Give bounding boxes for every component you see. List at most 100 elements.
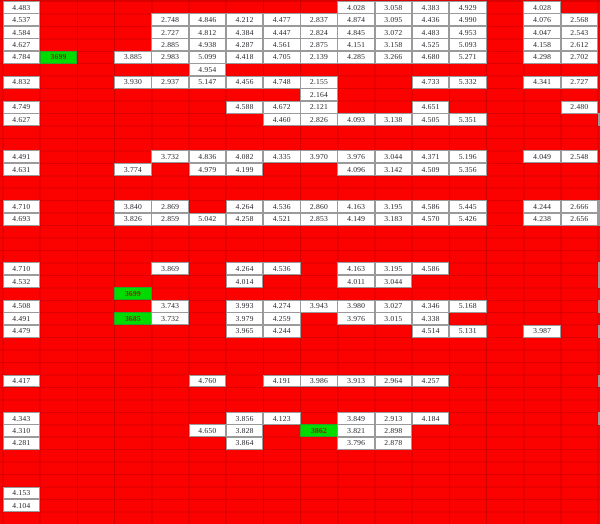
grid-cell[interactable]: 4.153 <box>2 486 41 500</box>
grid-cell[interactable]: 4.627 <box>2 113 41 126</box>
grid-cell[interactable]: 4.417 <box>2 374 41 388</box>
grid-cell[interactable]: 4.693 <box>2 212 41 226</box>
grid-cell[interactable]: 4.514 <box>411 324 450 338</box>
grid-cell[interactable]: 4.532 <box>2 274 41 288</box>
grid-cell[interactable]: 3.072 <box>374 25 413 39</box>
grid-cell[interactable]: 3.732 <box>151 312 189 326</box>
highlighted-cell[interactable]: 3685 <box>114 312 152 326</box>
grid-cell[interactable]: 3.821 <box>337 424 375 438</box>
grid-cell[interactable]: 4.938 <box>188 38 227 52</box>
grid-cell[interactable]: 3.095 <box>374 13 413 27</box>
grid-cell[interactable]: 5.351 <box>448 113 487 126</box>
grid-cell[interactable]: 2.824 <box>300 25 338 39</box>
grid-cell[interactable]: 3.979 <box>225 312 264 326</box>
grid-cell[interactable]: 4.163 <box>337 262 375 276</box>
grid-cell[interactable]: 4.028 <box>523 1 561 14</box>
grid-cell[interactable]: 2.727 <box>151 25 189 39</box>
grid-cell[interactable]: 4.274 <box>262 299 301 313</box>
grid-cell[interactable]: 4.184 <box>411 411 450 425</box>
grid-cell[interactable]: 4.436 <box>411 13 450 27</box>
grid-cell[interactable]: 5.426 <box>448 212 487 226</box>
grid-cell[interactable]: 2.983 <box>151 50 189 64</box>
highlighted-cell[interactable]: 3862 <box>300 424 338 438</box>
grid-cell[interactable]: 4.846 <box>188 13 227 27</box>
grid-cell[interactable]: 2.964 <box>374 374 413 388</box>
grid-cell[interactable]: 3.138 <box>374 113 413 126</box>
grid-cell[interactable]: 4.456 <box>225 75 264 89</box>
grid-cell[interactable]: 2.875 <box>300 38 338 52</box>
grid-cell[interactable]: 3.058 <box>374 1 413 14</box>
grid-cell[interactable]: 2.548 <box>560 150 599 164</box>
grid-cell[interactable]: 4.845 <box>337 25 375 39</box>
grid-cell[interactable]: 4.586 <box>411 200 450 214</box>
grid-cell[interactable]: 5.099 <box>188 50 227 64</box>
grid-cell[interactable]: 3.195 <box>374 200 413 214</box>
grid-cell[interactable]: 3.980 <box>337 299 375 313</box>
grid-cell[interactable]: 3.828 <box>225 424 264 438</box>
grid-cell[interactable]: 4.447 <box>262 25 301 39</box>
grid-cell[interactable]: 3.044 <box>374 150 413 164</box>
grid-cell[interactable]: 4.812 <box>188 25 227 39</box>
grid-cell[interactable]: 4.199 <box>225 162 264 176</box>
grid-cell[interactable]: 2.860 <box>300 200 338 214</box>
grid-cell[interactable]: 4.158 <box>523 38 561 52</box>
grid-cell[interactable]: 3.027 <box>374 299 413 313</box>
grid-cell[interactable]: 4.371 <box>411 150 450 164</box>
grid-cell[interactable]: 4.076 <box>523 13 561 27</box>
grid-cell[interactable]: 3.743 <box>151 299 189 313</box>
grid-cell[interactable]: 2.869 <box>151 200 189 214</box>
grid-cell[interactable]: 4.832 <box>2 75 41 89</box>
grid-cell[interactable]: 4.650 <box>188 424 227 438</box>
grid-cell[interactable]: 4.298 <box>523 50 561 64</box>
grid-cell[interactable]: 4.748 <box>262 75 301 89</box>
grid-cell[interactable]: 4.343 <box>2 411 41 425</box>
grid-cell[interactable]: 2.898 <box>374 424 413 438</box>
grid-cell[interactable]: 2.656 <box>560 212 599 226</box>
grid-cell[interactable]: 4.508 <box>2 299 41 313</box>
grid-cell[interactable]: 3.930 <box>114 75 152 89</box>
grid-cell[interactable]: 2.702 <box>560 50 599 64</box>
grid-cell[interactable]: 4.536 <box>262 262 301 276</box>
grid-cell[interactable]: 4.584 <box>2 25 41 39</box>
grid-cell[interactable]: 4.760 <box>188 374 227 388</box>
grid-cell[interactable]: 2.480 <box>560 100 599 114</box>
grid-cell[interactable]: 3.943 <box>300 299 338 313</box>
grid-cell[interactable]: 3.840 <box>114 200 152 214</box>
grid-cell[interactable]: 3.158 <box>374 38 413 52</box>
partial-cell-right-edge[interactable] <box>597 212 600 226</box>
grid-cell[interactable]: 4.672 <box>262 100 301 114</box>
grid-cell[interactable]: 3.856 <box>225 411 264 425</box>
partial-cell-right-edge[interactable] <box>597 274 600 288</box>
grid-cell[interactable]: 4.264 <box>225 262 264 276</box>
grid-cell[interactable]: 4.505 <box>411 113 450 126</box>
grid-cell[interactable]: 4.561 <box>262 38 301 52</box>
grid-cell[interactable]: 4.028 <box>337 1 375 14</box>
grid-cell[interactable]: 4.953 <box>448 25 487 39</box>
grid-cell[interactable]: 2.837 <box>300 13 338 27</box>
grid-cell[interactable]: 4.151 <box>337 38 375 52</box>
grid-cell[interactable]: 4.335 <box>262 150 301 164</box>
grid-cell[interactable]: 3.015 <box>374 312 413 326</box>
grid-cell[interactable]: 4.705 <box>262 50 301 64</box>
grid-cell[interactable]: 3.976 <box>337 150 375 164</box>
grid-cell[interactable]: 4.491 <box>2 150 41 164</box>
grid-cell[interactable]: 3.142 <box>374 162 413 176</box>
grid-cell[interactable]: 2.666 <box>560 200 599 214</box>
grid-cell[interactable]: 4.238 <box>523 212 561 226</box>
grid-cell[interactable]: 4.460 <box>262 113 301 126</box>
grid-cell[interactable]: 3.965 <box>225 324 264 338</box>
grid-cell[interactable]: 3.849 <box>337 411 375 425</box>
grid-cell[interactable]: 4.264 <box>225 200 264 214</box>
grid-cell[interactable]: 3.796 <box>337 436 375 450</box>
grid-cell[interactable]: 3.266 <box>374 50 413 64</box>
grid-cell[interactable]: 3.885 <box>114 50 152 64</box>
grid-cell[interactable]: 2.937 <box>151 75 189 89</box>
grid-cell[interactable]: 4.710 <box>2 200 41 214</box>
grid-cell[interactable]: 4.049 <box>523 150 561 164</box>
grid-cell[interactable]: 2.748 <box>151 13 189 27</box>
grid-cell[interactable]: 4.491 <box>2 312 41 326</box>
grid-cell[interactable]: 3.987 <box>523 324 561 338</box>
grid-cell[interactable]: 5.445 <box>448 200 487 214</box>
grid-cell[interactable]: 4.586 <box>411 262 450 276</box>
